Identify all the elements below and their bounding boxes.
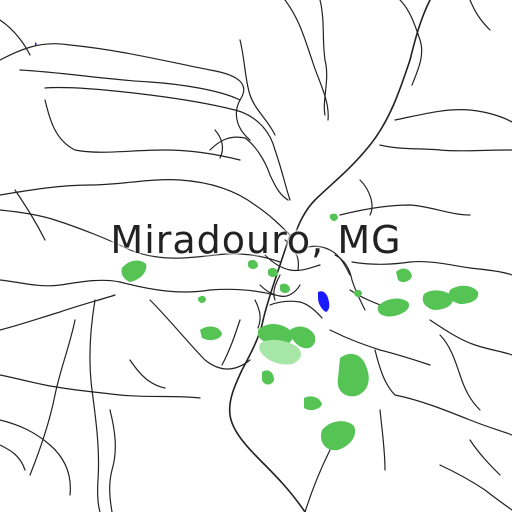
park-area [290, 326, 316, 349]
park-area [198, 295, 206, 303]
road [294, 0, 431, 236]
water-body [35, 42, 37, 46]
road [0, 294, 116, 331]
road [379, 409, 386, 471]
park-area [330, 213, 338, 221]
park-area-light [259, 339, 301, 365]
road [284, 239, 300, 271]
road [14, 189, 46, 241]
road [129, 359, 166, 389]
road [319, 0, 328, 116]
park-area [320, 421, 356, 451]
road [304, 449, 331, 512]
road [214, 129, 224, 159]
road [299, 245, 351, 276]
road [329, 329, 431, 366]
road [351, 260, 512, 276]
park-area [354, 289, 362, 297]
road [44, 99, 241, 161]
road [264, 254, 321, 272]
road [394, 109, 512, 123]
road [0, 419, 71, 496]
park-area [304, 396, 322, 411]
place-label: Miradouro, MG [110, 218, 402, 262]
road [29, 319, 76, 476]
water-body [318, 291, 330, 312]
road [19, 69, 241, 101]
road [239, 39, 276, 136]
road [209, 136, 289, 201]
road [254, 299, 261, 329]
road [374, 349, 396, 396]
road [429, 319, 512, 356]
road [469, 439, 501, 476]
road [89, 299, 101, 512]
road [334, 254, 366, 311]
road [394, 394, 512, 436]
road [359, 179, 373, 216]
road [0, 209, 281, 263]
park-area [422, 290, 453, 310]
park-area [448, 285, 479, 304]
road [228, 234, 306, 512]
park-area [377, 298, 410, 317]
road [0, 279, 276, 296]
road [0, 444, 26, 471]
park-area [258, 324, 293, 346]
road [399, 0, 423, 86]
park-area [248, 259, 258, 269]
road [109, 409, 116, 512]
road [469, 0, 491, 31]
road [273, 274, 281, 301]
road [379, 144, 512, 152]
park-area [280, 283, 290, 293]
road [0, 374, 201, 399]
road [44, 86, 291, 201]
park-area [121, 260, 147, 282]
water-bodies [35, 42, 330, 312]
park-area [262, 370, 274, 385]
road [0, 19, 31, 56]
road [0, 43, 251, 141]
road [339, 204, 471, 216]
road [259, 284, 301, 297]
park-area [268, 267, 278, 277]
road [221, 319, 241, 366]
road [0, 179, 291, 236]
park-area [396, 268, 412, 283]
road [439, 334, 481, 411]
road [269, 300, 323, 319]
green-areas [121, 213, 479, 451]
road [284, 0, 329, 121]
park-area [200, 326, 222, 341]
park-area [337, 353, 369, 397]
road [149, 299, 251, 370]
road [439, 464, 512, 511]
